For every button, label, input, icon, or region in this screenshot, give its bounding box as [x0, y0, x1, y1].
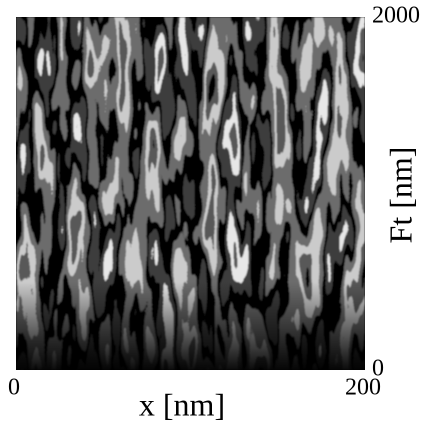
y-axis-label: Ft [nm] — [382, 147, 418, 244]
x-tick-label: 200 — [345, 375, 381, 401]
x-tick-label: 0 — [8, 375, 20, 401]
y-tick-label: 2000 — [372, 3, 420, 29]
image-fade — [16, 17, 365, 370]
y-tick-label: 0 — [372, 356, 384, 382]
x-axis-label: x [nm] — [139, 386, 225, 422]
image — [16, 17, 365, 370]
